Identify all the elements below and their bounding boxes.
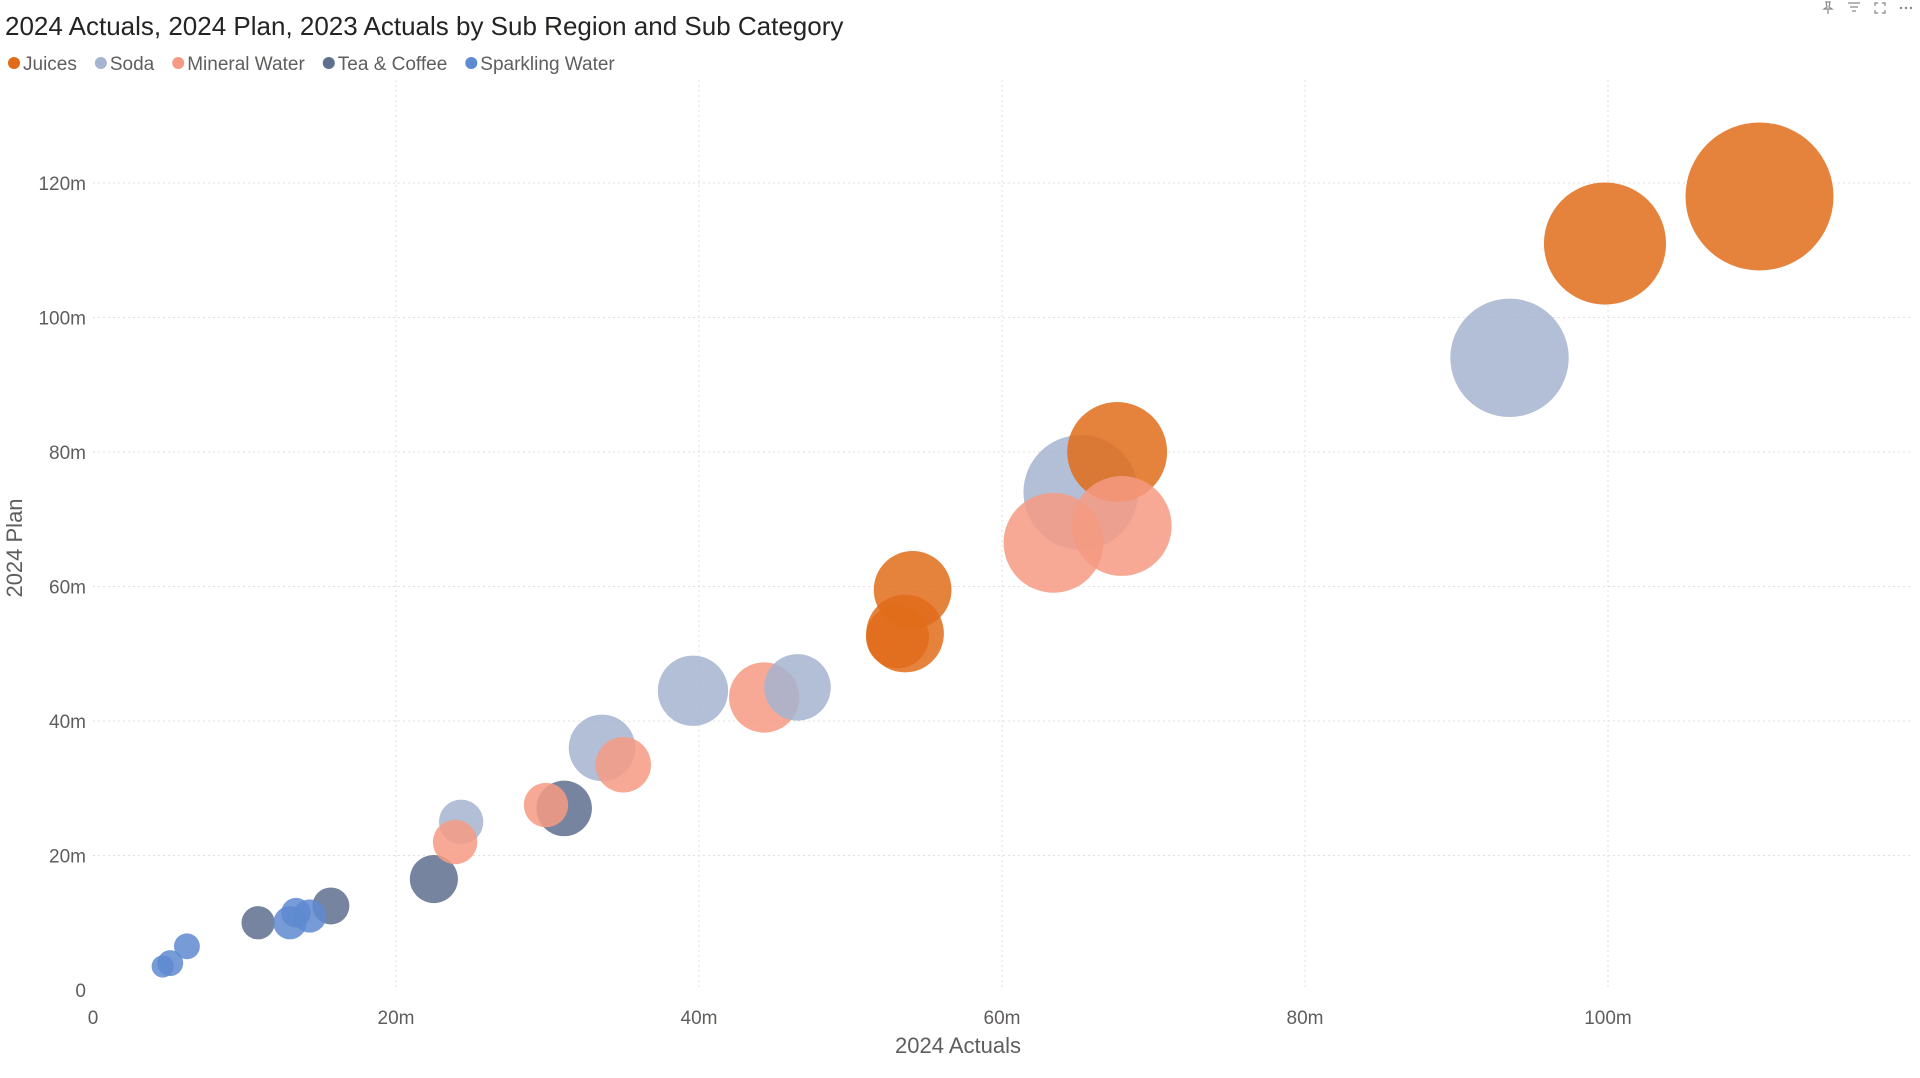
bubble-mineral-water[interactable] xyxy=(595,736,652,793)
x-tick-label: 80m xyxy=(1287,1008,1324,1029)
x-tick-label: 0 xyxy=(88,1008,99,1029)
focus-mode-icon[interactable] xyxy=(1872,0,1888,16)
bubble-soda[interactable] xyxy=(1450,298,1569,418)
bubble-tea-coffee[interactable] xyxy=(241,906,275,940)
bubble-soda[interactable] xyxy=(657,655,729,726)
legend-marker[interactable] xyxy=(94,57,107,69)
more-options-icon[interactable] xyxy=(1898,0,1914,16)
y-tick-label: 80m xyxy=(49,443,86,464)
y-tick-label: 100m xyxy=(38,309,86,330)
y-tick-label: 40m xyxy=(49,712,86,733)
x-tick-label: 20m xyxy=(378,1008,415,1029)
legend-label[interactable]: Soda xyxy=(110,54,155,75)
y-tick-label: 60m xyxy=(49,578,86,599)
legend-label[interactable]: Tea & Coffee xyxy=(338,54,448,75)
bubble-sparkling-water[interactable] xyxy=(173,933,200,960)
bubble-soda[interactable] xyxy=(764,654,831,721)
bubble-mineral-water[interactable] xyxy=(1003,492,1104,593)
bubble-juices[interactable] xyxy=(1543,182,1667,305)
y-tick-label: 20m xyxy=(49,847,86,868)
y-axis-title: 2024 Plan xyxy=(2,498,27,597)
bubble-mineral-water[interactable] xyxy=(432,819,478,865)
x-axis-title: 2024 Actuals xyxy=(895,1033,1021,1058)
y-tick-label: 0 xyxy=(75,981,86,1002)
x-tick-label: 100m xyxy=(1584,1008,1632,1029)
y-axis: 0 20m 40m 60m 80m 100m 120m xyxy=(38,174,86,1002)
legend-label[interactable]: Juices xyxy=(23,54,77,75)
bubble-juices[interactable] xyxy=(1685,122,1834,271)
legend: Juices Soda Mineral Water Tea & Coffee Spark… xyxy=(8,54,615,75)
legend-label[interactable]: Sparkling Water xyxy=(480,54,615,75)
pin-icon[interactable] xyxy=(1820,0,1836,16)
legend-marker[interactable] xyxy=(8,57,20,69)
bubble-mineral-water[interactable] xyxy=(523,782,569,828)
legend-marker[interactable] xyxy=(172,57,185,69)
legend-marker[interactable] xyxy=(465,57,478,69)
y-tick-label: 120m xyxy=(38,174,86,195)
bubble-juices[interactable] xyxy=(866,605,929,669)
x-tick-label: 60m xyxy=(984,1008,1021,1029)
bubble-juices[interactable] xyxy=(1067,402,1168,502)
plot-area xyxy=(151,122,1834,978)
legend-label[interactable]: Mineral Water xyxy=(187,54,305,75)
legend-marker[interactable] xyxy=(322,57,335,69)
x-tick-label: 40m xyxy=(681,1008,718,1029)
bubble-tea-coffee[interactable] xyxy=(409,854,458,904)
visual-header xyxy=(1820,0,1914,16)
bubble-sparkling-water[interactable] xyxy=(281,897,311,928)
filter-icon[interactable] xyxy=(1846,0,1862,16)
chart-title: 2024 Actuals, 2024 Plan, 2023 Actuals by… xyxy=(5,11,843,41)
bubble-sparkling-water[interactable] xyxy=(151,955,174,978)
x-axis: 0 20m 40m 60m 80m 100m xyxy=(88,1008,1632,1029)
gridlines xyxy=(93,80,1910,990)
